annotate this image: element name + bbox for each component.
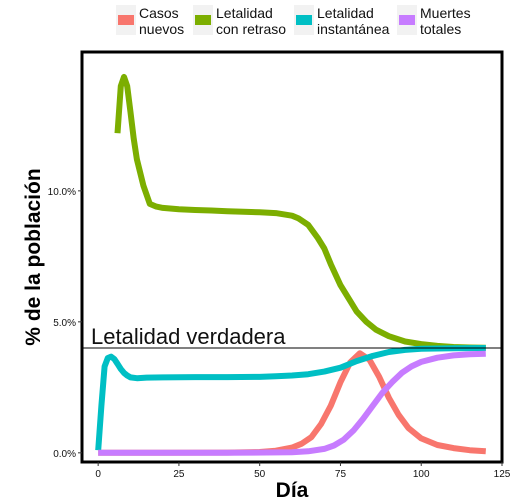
series-line-2 (114, 73, 486, 351)
y-tick-label: 5.0% (53, 318, 76, 329)
legend-key-swatch (195, 15, 211, 25)
legend-key-swatch (296, 15, 312, 25)
plot-panel-border (80, 50, 504, 464)
series-layer (95, 73, 487, 456)
legend-label: Muertes (420, 5, 471, 21)
legend-label: totales (420, 21, 461, 37)
legend-label: nuevos (139, 21, 184, 37)
legend-label: Letalidad (317, 5, 374, 21)
legend-key-swatch (118, 15, 134, 25)
x-axis-title: Día (276, 479, 309, 502)
legend-label: Casos (139, 5, 179, 21)
y-axis: 0.0% 5.0% 10.0% (48, 187, 82, 460)
x-tick-label: 0 (95, 469, 101, 480)
legend-label: instantánea (317, 21, 390, 37)
x-tick-label: 25 (173, 469, 185, 480)
x-tick-label: 50 (254, 469, 266, 480)
series-line-1 (98, 350, 487, 456)
legend-label: Letalidad (216, 5, 273, 21)
legend-label: con retraso (216, 21, 286, 37)
x-tick-label: 75 (335, 469, 347, 480)
x-axis: 0 25 50 75 100 125 (95, 462, 511, 480)
y-tick-label: 10.0% (48, 187, 76, 198)
x-tick-label: 100 (413, 469, 430, 480)
legend-key-swatch (399, 15, 415, 25)
reference-line-label: Letalidad verdadera (91, 324, 286, 349)
series-line-3 (95, 345, 486, 451)
x-tick-label: 125 (494, 469, 511, 480)
y-axis-title: % de la población (22, 168, 45, 345)
series-line-4 (98, 350, 486, 456)
y-tick-label: 0.0% (53, 449, 76, 460)
reference-layer: Letalidad verdadera (82, 324, 502, 349)
